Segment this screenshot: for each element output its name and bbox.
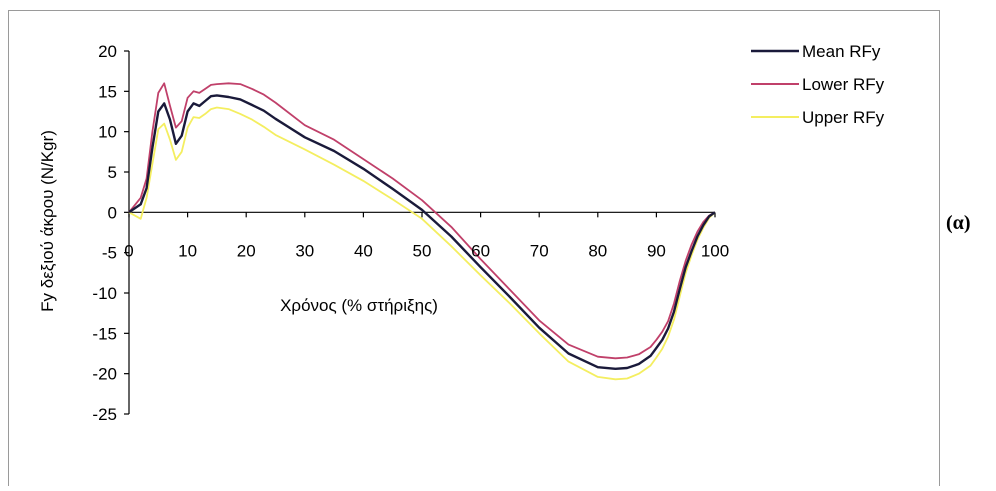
x-tick-label: 80 <box>588 241 607 260</box>
legend-label: Upper RFy <box>802 108 885 127</box>
x-tick-label: 30 <box>295 241 314 260</box>
x-tick-label: 70 <box>530 241 549 260</box>
y-tick-label: 10 <box>98 123 117 142</box>
y-tick-label: -5 <box>102 244 117 263</box>
series-line-lower-rfy <box>128 82 716 360</box>
x-tick-label: 60 <box>471 241 490 260</box>
legend-label: Mean RFy <box>802 42 881 61</box>
x-axis-title: Χρόνος (% στήριξης) <box>280 296 438 315</box>
y-tick-label: -10 <box>92 284 117 303</box>
y-tick-label: 15 <box>98 82 117 101</box>
x-tick-label: 40 <box>354 241 373 260</box>
axes <box>124 50 716 415</box>
x-tick-label: 20 <box>237 241 256 260</box>
legend-label: Lower RFy <box>802 75 885 94</box>
x-tick-label: 100 <box>701 241 729 260</box>
x-tick-label: 0 <box>124 241 133 260</box>
x-tick-label: 50 <box>413 241 432 260</box>
x-tick-label: 90 <box>647 241 666 260</box>
panel-label: (α) <box>946 212 971 234</box>
legend: Mean RFy Lower RFy Upper RFy <box>751 42 885 127</box>
y-tick-label: -20 <box>92 365 117 384</box>
x-tick-label: 10 <box>178 241 197 260</box>
y-axis-title: Fy δεξιού άκρου (N/Kgr) <box>38 130 57 312</box>
y-tick-label: -15 <box>92 324 117 343</box>
y-tick-label: 0 <box>108 203 117 222</box>
y-tick-label: 20 <box>98 42 117 61</box>
series-line-mean-rfy <box>128 94 716 370</box>
series-layer <box>128 82 716 381</box>
y-tick-label: 5 <box>108 163 117 182</box>
chart-frame: 20 15 10 5 0 -5 -10 -15 -20 -25 0 10 20 30 40 50 60 70 80 9… <box>8 10 940 486</box>
y-tick-label: -25 <box>92 405 117 424</box>
series-line-upper-rfy <box>128 106 716 381</box>
